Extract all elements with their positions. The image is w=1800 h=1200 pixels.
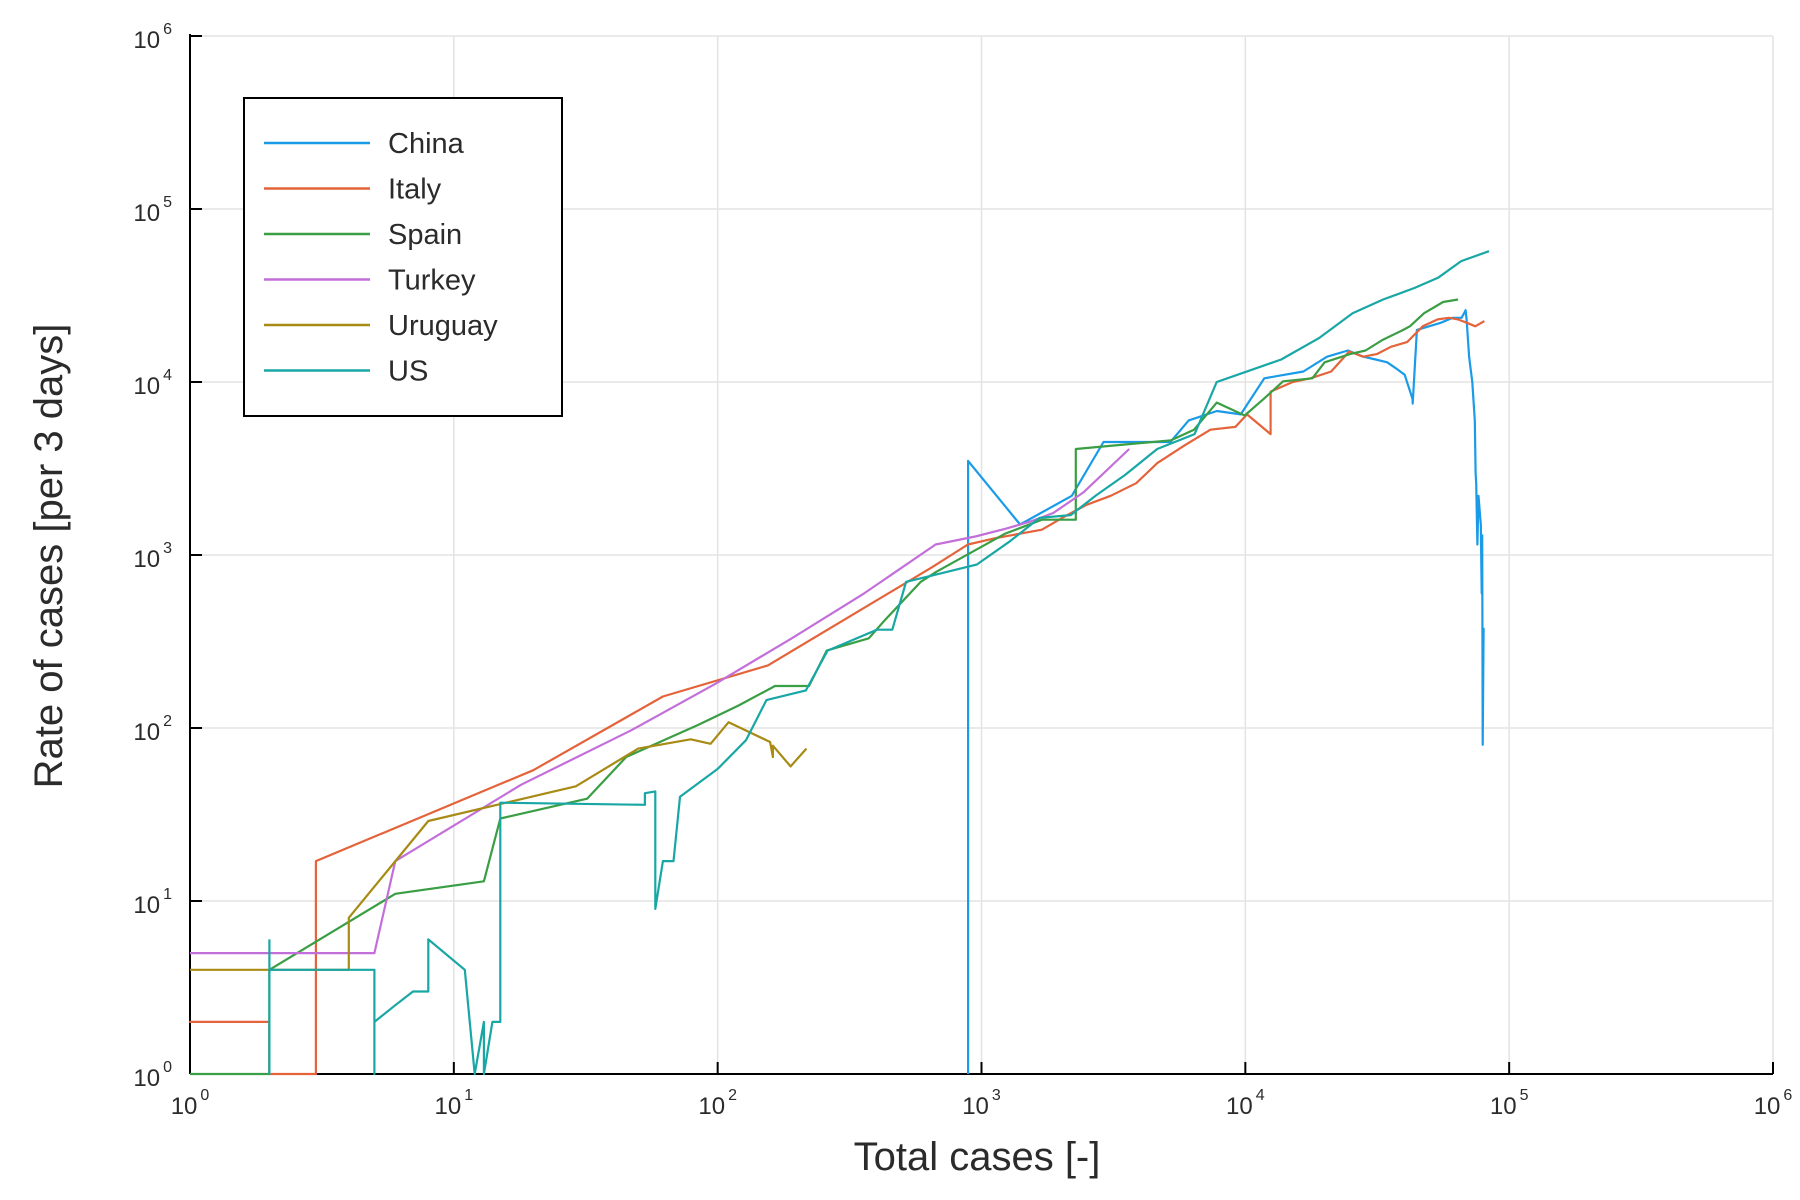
x-axis-title: Total cases [-] (854, 1135, 1101, 1179)
series-line-uruguay (190, 721, 808, 971)
y-axis-title: Rate of cases [per 3 days] (27, 324, 71, 789)
legend-label-turkey: Turkey (388, 265, 476, 297)
series-line-us (268, 250, 1490, 1076)
grid-lines (190, 35, 1774, 1074)
legend-label-us: US (388, 356, 428, 388)
x-tick-label: 10 4 (1226, 1087, 1265, 1120)
y-tick-label: 10 0 (133, 1059, 172, 1092)
x-tick-label: 10 1 (435, 1087, 474, 1120)
y-tick-label: 10 6 (133, 21, 172, 54)
y-tick-label: 10 3 (133, 540, 172, 573)
x-tick-label: 10 2 (698, 1087, 737, 1120)
legend: China Italy Spain Turkey Uruguay US (243, 97, 563, 417)
x-tick-label: 10 3 (962, 1087, 1001, 1120)
series-line-spain (190, 298, 1459, 1076)
legend-label-spain: Spain (388, 219, 462, 251)
y-tick-label: 10 4 (133, 367, 172, 400)
x-tick-label: 10 0 (171, 1087, 210, 1120)
legend-label-italy: Italy (388, 174, 442, 206)
series-line-italy (188, 316, 1485, 1076)
x-tick-label: 10 6 (1754, 1087, 1793, 1120)
tick-labels: 10 0 10 1 10 2 10 3 10 4 10 5 10 6 10 0 10 1 10 2 10 3 10 4 10 5 1… (133, 21, 1792, 1120)
y-tick-label: 10 1 (133, 886, 172, 919)
legend-label-china: China (388, 128, 465, 160)
y-tick-label: 10 5 (133, 194, 172, 227)
x-tick-label: 10 5 (1490, 1087, 1529, 1120)
legend-label-uruguay: Uruguay (388, 310, 498, 342)
y-tick-label: 10 2 (133, 713, 172, 746)
series-line-turkey (190, 448, 1130, 955)
legend-box (243, 97, 563, 417)
plot-area (188, 250, 1490, 1076)
